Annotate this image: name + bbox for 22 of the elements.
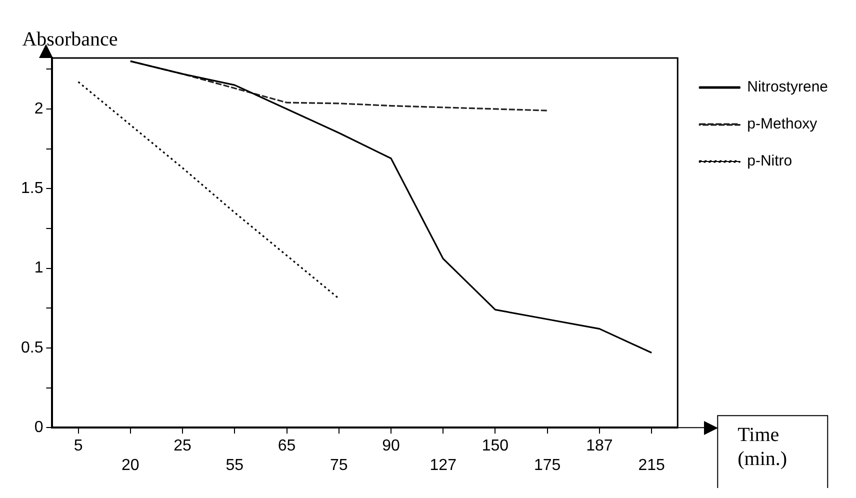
x-tick-label: 127: [430, 456, 457, 474]
x-tick-label: 175: [534, 456, 561, 474]
x-tick-label: 65: [278, 438, 296, 455]
y-tick-label: 1.5: [20, 180, 44, 198]
x-tick-label: 25: [174, 438, 192, 455]
legend-label: p-Nitro: [747, 152, 792, 170]
x-axis-title: Time (min.): [738, 424, 788, 470]
y-axis-title: Absorbance: [22, 28, 118, 50]
x-tick-label: 55: [226, 456, 244, 474]
y-tick-label: 2: [34, 100, 44, 118]
legend-label: p-Methoxy: [747, 116, 818, 133]
y-tick-label: 1: [34, 260, 44, 277]
y-tick-label: 0: [34, 419, 44, 436]
x-tick-label: 187: [586, 438, 613, 455]
x-tick-label: 150: [482, 438, 509, 455]
x-tick-label: 90: [382, 438, 400, 455]
y-tick-label: 0.5: [20, 339, 44, 356]
x-tick-label: 20: [122, 456, 140, 474]
x-tick-label: 75: [330, 456, 348, 474]
x-tick-label: 5: [74, 438, 83, 455]
legend-label: Nitrostyrene: [747, 78, 828, 96]
x-tick-label: 215: [638, 456, 666, 474]
